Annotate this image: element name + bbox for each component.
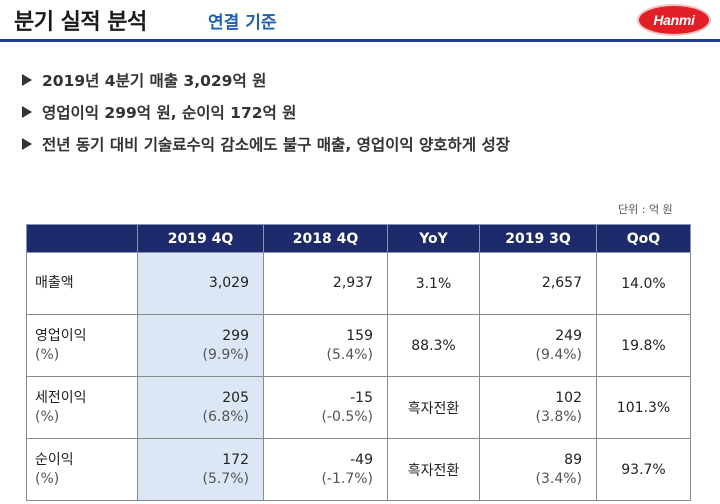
cell-2019-4q: 3,029	[137, 252, 264, 315]
cell-qoq: 93.7%	[596, 438, 691, 501]
header-cell-2019-4q: 2019 4Q	[137, 224, 264, 253]
table-row: 매출액 3,029 2,937 3.1% 2,657 14.0%	[26, 252, 691, 315]
cell-2019-3q: 89 (3.4%)	[479, 438, 597, 501]
value: -15	[350, 389, 373, 406]
margin: (5.4%)	[326, 346, 374, 363]
triangle-bullet-icon	[22, 106, 32, 118]
logo-text: Hanmi	[653, 12, 695, 28]
company-logo: Hanmi	[637, 4, 711, 36]
bullet-item: 영업이익 299억 원, 순이익 172억 원	[22, 96, 510, 128]
header-cell-2019-3q: 2019 3Q	[479, 224, 597, 253]
cell-yoy: 3.1%	[387, 252, 480, 315]
cell-qoq: 14.0%	[596, 252, 691, 315]
margin: (3.4%)	[535, 470, 583, 487]
slide-title: 분기 실적 분석	[14, 10, 147, 35]
table-row: 영업이익 (%) 299 (9.9%) 159 (5.4%) 88.3% 249…	[26, 314, 691, 377]
margin: (-1.7%)	[321, 470, 373, 487]
cell-yoy: 88.3%	[387, 314, 480, 377]
bullet-item: 전년 동기 대비 기술료수익 감소에도 불구 매출, 영업이익 양호하게 성장	[22, 128, 510, 160]
header-divider	[0, 39, 720, 42]
table-row: 세전이익 (%) 205 (6.8%) -15 (-0.5%) 흑자전환 102…	[26, 376, 691, 439]
cell-2018-4q: 159 (5.4%)	[263, 314, 388, 377]
row-label: 매출액	[35, 275, 74, 291]
value: 299	[222, 327, 249, 344]
row-label: 세전이익	[35, 389, 87, 406]
triangle-bullet-icon	[22, 138, 32, 150]
header-cell-yoy: YoY	[387, 224, 480, 253]
bullet-list: 2019년 4분기 매출 3,029억 원 영업이익 299억 원, 순이익 1…	[22, 64, 510, 160]
value: 3,029	[208, 275, 249, 291]
cell-qoq: 101.3%	[596, 376, 691, 439]
value: 2,657	[541, 275, 582, 291]
value: -49	[350, 451, 373, 468]
value: 249	[555, 327, 582, 344]
margin: (3.8%)	[535, 408, 583, 425]
value: 205	[222, 389, 249, 406]
row-label-cell: 매출액	[26, 252, 138, 315]
margin: (-0.5%)	[321, 408, 373, 425]
row-label-sub: (%)	[35, 346, 60, 363]
cell-2018-4q: 2,937	[263, 252, 388, 315]
cell-2018-4q: -49 (-1.7%)	[263, 438, 388, 501]
header-cell-qoq: QoQ	[596, 224, 691, 253]
slide-subtitle: 연결 기준	[208, 13, 277, 33]
slide-header: 분기 실적 분석 연결 기준 Hanmi	[0, 0, 720, 36]
row-label: 순이익	[35, 451, 74, 468]
cell-2019-3q: 102 (3.8%)	[479, 376, 597, 439]
cell-2019-4q: 299 (9.9%)	[137, 314, 264, 377]
row-label-sub: (%)	[35, 470, 60, 487]
triangle-bullet-icon	[22, 74, 32, 86]
financial-table: 2019 4Q 2018 4Q YoY 2019 3Q QoQ 매출액 3,02…	[26, 224, 691, 501]
row-label-cell: 영업이익 (%)	[26, 314, 138, 377]
margin: (9.9%)	[202, 346, 250, 363]
value: 89	[564, 451, 582, 468]
cell-2019-4q: 205 (6.8%)	[137, 376, 264, 439]
table-row: 순이익 (%) 172 (5.7%) -49 (-1.7%) 흑자전환 89 (…	[26, 438, 691, 501]
unit-note: 단위 : 억 원	[618, 203, 673, 216]
cell-qoq: 19.8%	[596, 314, 691, 377]
cell-yoy: 흑자전환	[387, 376, 480, 439]
cell-2019-3q: 249 (9.4%)	[479, 314, 597, 377]
value: 159	[346, 327, 373, 344]
cell-2019-3q: 2,657	[479, 252, 597, 315]
cell-yoy: 흑자전환	[387, 438, 480, 501]
bullet-text: 2019년 4분기 매출 3,029억 원	[42, 72, 267, 90]
header-cell-label	[26, 224, 138, 253]
table-header-row: 2019 4Q 2018 4Q YoY 2019 3Q QoQ	[26, 224, 691, 253]
cell-2018-4q: -15 (-0.5%)	[263, 376, 388, 439]
row-label-cell: 세전이익 (%)	[26, 376, 138, 439]
bullet-text: 전년 동기 대비 기술료수익 감소에도 불구 매출, 영업이익 양호하게 성장	[42, 136, 510, 154]
cell-2019-4q: 172 (5.7%)	[137, 438, 264, 501]
value: 172	[222, 451, 249, 468]
row-label-cell: 순이익 (%)	[26, 438, 138, 501]
margin: (5.7%)	[202, 470, 250, 487]
row-label: 영업이익	[35, 327, 87, 344]
bullet-item: 2019년 4분기 매출 3,029억 원	[22, 64, 510, 96]
value: 2,937	[332, 275, 373, 291]
header-cell-2018-4q: 2018 4Q	[263, 224, 388, 253]
bullet-text: 영업이익 299억 원, 순이익 172억 원	[42, 104, 297, 122]
row-label-sub: (%)	[35, 408, 60, 425]
margin: (9.4%)	[535, 346, 583, 363]
value: 102	[555, 389, 582, 406]
margin: (6.8%)	[202, 408, 250, 425]
